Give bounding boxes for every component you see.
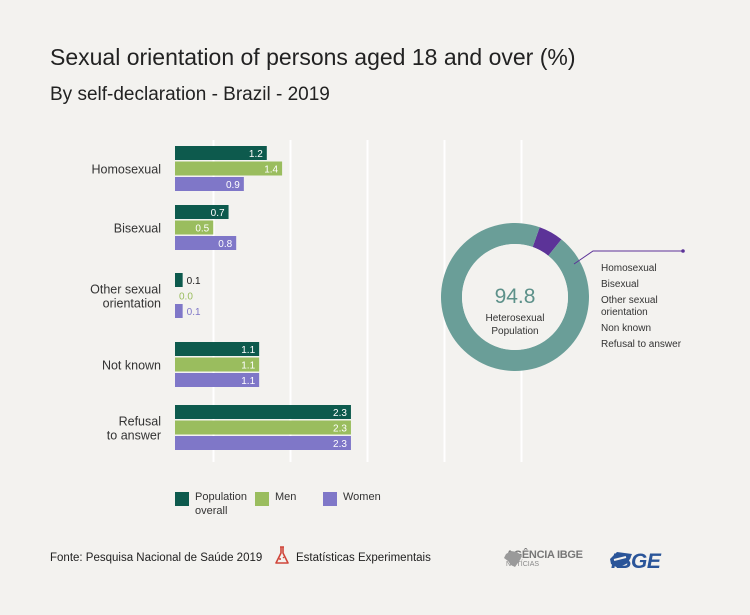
data-label: 1.1	[241, 361, 255, 372]
bar	[175, 405, 351, 419]
category-label: Bisexual	[114, 222, 161, 236]
ibge-emblem-icon	[610, 552, 632, 568]
ibge-logo: IBGE	[608, 550, 661, 574]
category-label: Not known	[102, 359, 161, 373]
donut-center-label: Heterosexual	[486, 313, 545, 324]
bar	[175, 436, 351, 450]
bar	[175, 357, 260, 372]
data-label: 0.7	[211, 208, 225, 219]
brazil-map-icon	[504, 551, 522, 567]
legend-swatch-men	[255, 492, 269, 506]
category-label: Other sexual	[90, 283, 161, 297]
flask-icon	[275, 546, 289, 564]
donut-annotation-label: Refusal to answer	[601, 339, 682, 350]
donut-slice-other	[532, 227, 562, 256]
data-label: 0.5	[195, 224, 209, 235]
bar	[175, 304, 183, 318]
leader-line	[573, 250, 683, 265]
legend-population: Population overall	[175, 490, 247, 518]
category-label: to answer	[107, 429, 161, 443]
donut-annotation-label: Homosexual	[601, 263, 657, 274]
data-label: 1.4	[264, 165, 278, 176]
legend-label-men: Men	[275, 491, 297, 503]
category-label: Refusal	[119, 415, 161, 429]
legend-swatch-women	[323, 492, 337, 506]
data-label: 2.3	[333, 439, 347, 450]
bar	[175, 236, 237, 250]
data-label: 0.9	[226, 180, 240, 191]
bar	[175, 146, 267, 160]
legend-swatch-population	[175, 492, 189, 506]
bar	[175, 420, 351, 435]
bar	[175, 342, 260, 356]
agencia-title: AGÊNCIA IBGE	[506, 549, 583, 561]
donut-center-value: 94.8	[495, 285, 536, 308]
data-label: 0.0	[179, 292, 193, 303]
data-label: 1.2	[249, 149, 263, 160]
source-note: Fonte: Pesquisa Nacional de Saúde 2019	[50, 552, 263, 564]
legend-women: Women	[323, 490, 381, 506]
experimental-stats-label: Estatísticas Experimentais	[296, 552, 431, 564]
agencia-ibge-logo: AGÊNCIA IBGE NOTÍCIAS	[503, 550, 583, 569]
bar	[175, 373, 260, 387]
legend-men: Men	[255, 490, 296, 506]
bar	[175, 177, 244, 191]
data-label: 1.1	[241, 345, 255, 356]
bar	[175, 273, 183, 287]
leader-dot	[681, 249, 685, 253]
legend-label-women: Women	[343, 491, 381, 503]
data-label: 0.1	[187, 307, 201, 318]
chart-subtitle: By self-declaration - Brazil - 2019	[50, 84, 330, 105]
legend-label-population: Population overall	[195, 491, 247, 517]
donut-annotation-label: orientation	[601, 307, 648, 318]
data-label: 2.3	[333, 408, 347, 419]
bar	[175, 220, 214, 235]
data-label: 1.1	[241, 376, 255, 387]
data-label: 0.8	[218, 239, 232, 250]
donut-center-label: Population	[491, 326, 538, 337]
agencia-subtitle: NOTÍCIAS	[506, 561, 540, 568]
donut-annotation-label: Other sexual	[601, 295, 658, 306]
donut-annotation-label: Non known	[601, 323, 651, 334]
data-label: 2.3	[333, 424, 347, 435]
donut-annotation-label: Bisexual	[601, 279, 639, 290]
chart-title: Sexual orientation of persons aged 18 an…	[50, 44, 576, 70]
donut-hole	[462, 244, 568, 350]
bar	[175, 205, 229, 219]
bar	[175, 161, 283, 176]
category-label: Homosexual	[92, 163, 161, 177]
data-label: 0.1	[187, 276, 201, 287]
category-label: orientation	[103, 297, 161, 311]
